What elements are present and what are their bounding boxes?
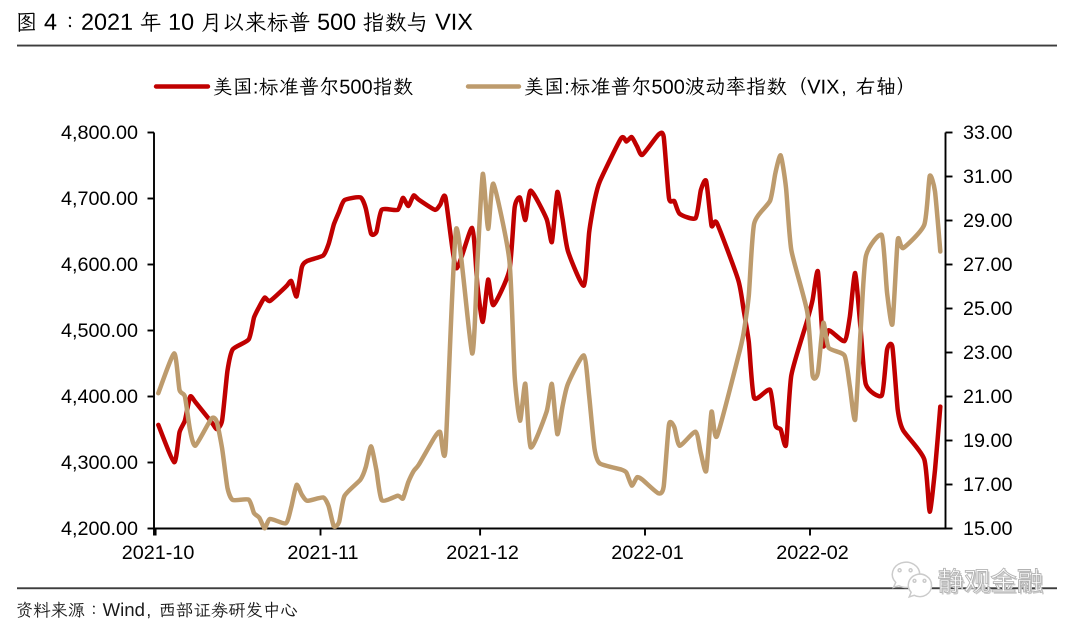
svg-text:23.00: 23.00 [963,342,1013,364]
svg-text:27.00: 27.00 [963,254,1013,276]
svg-text:4,600.00: 4,600.00 [61,254,138,276]
svg-text:2022-02: 2022-02 [776,542,849,564]
svg-text:4,800.00: 4,800.00 [61,122,138,144]
svg-text:2021-11: 2021-11 [287,542,358,564]
svg-text:25.00: 25.00 [963,298,1013,320]
svg-text:4,500.00: 4,500.00 [61,320,138,342]
svg-text:4,300.00: 4,300.00 [61,452,138,474]
svg-text:2021-10: 2021-10 [122,542,195,564]
svg-text:15.00: 15.00 [963,518,1013,540]
svg-text:17.00: 17.00 [963,474,1013,496]
svg-text:19.00: 19.00 [963,430,1013,452]
svg-text:4,700.00: 4,700.00 [61,188,138,210]
svg-text:21.00: 21.00 [963,386,1013,408]
svg-text:31.00: 31.00 [963,166,1013,188]
svg-text:29.00: 29.00 [963,210,1013,232]
svg-text:2022-01: 2022-01 [611,542,684,564]
svg-text:4,200.00: 4,200.00 [61,518,138,540]
svg-text:2021-12: 2021-12 [446,542,519,564]
svg-text:4,400.00: 4,400.00 [61,386,138,408]
svg-text:33.00: 33.00 [963,122,1013,144]
